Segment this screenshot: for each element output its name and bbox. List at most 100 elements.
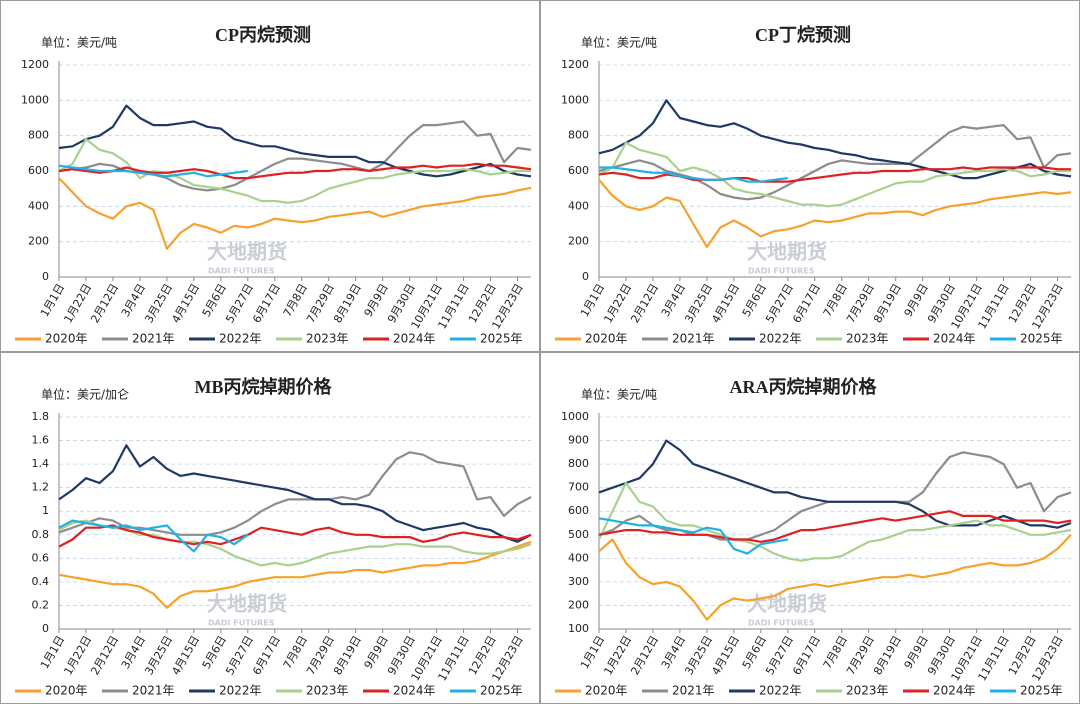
watermark-en: DADI FUTURES [208,619,275,628]
y-tick-label: 1000 [21,93,49,106]
x-tick-label: 7月8日 [821,634,850,672]
y-tick-label: 700 [568,481,589,494]
legend-label: 2023年 [846,684,889,698]
watermark: 大地期货 [207,240,287,264]
watermark: 大地期货 [747,240,827,264]
y-tick-label: 0.6 [32,551,50,564]
series-line [598,534,1072,621]
panel: 单位：美元/吨 CP丁烷预测 大地期货 DADI FUTURES 0 200 400 600 8… [540,0,1080,352]
legend-label: 2020年 [585,684,628,698]
chart-title: ARA丙烷掉期价格 [730,376,878,397]
y-tick-label: 1.4 [32,457,50,470]
x-tick-label: 9月9日 [902,282,931,320]
x-tick-label: 7月8日 [281,282,310,320]
legend-label: 2022年 [219,332,262,346]
watermark: 大地期货 [747,592,827,616]
x-tick-label: 5月6日 [200,634,229,672]
y-tick-label: 1.6 [32,434,50,447]
series-line [598,124,1072,201]
legend-label: 2023年 [846,332,889,346]
legend-label: 2025年 [480,684,523,698]
x-tick-label: 5月6日 [740,282,769,320]
y-tick-label: 500 [568,528,589,541]
legend-label: 2024年 [933,684,976,698]
legend-label: 2020年 [585,332,628,346]
series-line [58,519,249,553]
x-tick-label: 9月9日 [902,634,931,672]
y-tick-label: 1.2 [32,481,50,494]
y-tick-label: 100 [568,622,589,635]
y-tick-label: 1000 [561,93,589,106]
y-tick-label: 1200 [21,58,49,71]
series-line [598,99,1072,180]
series-line [58,138,531,204]
panel: 单位：美元/吨 CP丙烷预测 大地期货 DADI FUTURES 0 200 400 600 8… [0,0,540,352]
x-tick-label: 3月4日 [119,282,148,320]
panel: 单位：美元/吨 ARA丙烷掉期价格 大地期货 DADI FUTURES 100 200 30… [540,352,1080,704]
legend-label: 2023年 [306,684,349,698]
legend-label: 2021年 [132,332,175,346]
series-line [598,179,1072,249]
y-tick-label: 600 [568,504,589,517]
watermark-en: DADI FUTURES [208,267,275,276]
watermark: 大地期货 [207,592,287,616]
legend-label: 2024年 [393,684,436,698]
x-tick-label: 1月1日 [578,634,607,672]
x-tick-label: 3月4日 [119,634,148,672]
series-line [598,481,1072,562]
y-tick-label: 0.8 [32,528,50,541]
legend-label: 2020年 [45,332,88,346]
series-line [58,540,532,609]
y-tick-label: 800 [28,129,49,142]
x-tick-label: 5月6日 [740,634,769,672]
y-tick-label: 0 [582,270,589,283]
x-tick-label: 5月6日 [200,282,229,320]
series-line [598,510,1072,543]
y-tick-label: 300 [568,575,589,588]
series-line [58,451,532,536]
chart-title: CP丙烷预测 [215,24,311,45]
series-line [598,517,788,555]
y-tick-label: 400 [568,551,589,564]
series-line [598,439,1072,529]
y-tick-label: 1.8 [32,410,50,423]
series-line [598,141,1071,208]
chart-title: CP丁烷预测 [755,24,851,45]
watermark-en: DADI FUTURES [748,267,815,276]
legend-label: 2020年 [45,684,88,698]
y-tick-label: 600 [568,164,589,177]
legend-label: 2025年 [1020,332,1063,346]
series-line [58,104,532,178]
y-tick-label: 1 [42,504,49,517]
x-tick-label: 1月1日 [38,282,67,320]
x-tick-label: 3月4日 [659,282,688,320]
legend-label: 2022年 [219,684,262,698]
x-tick-label: 9月9日 [362,634,391,672]
y-tick-label: 200 [28,235,49,248]
legend-label: 2021年 [132,684,175,698]
y-tick-label: 0.2 [32,598,50,611]
x-tick-label: 9月9日 [362,282,391,320]
x-tick-label: 1月1日 [578,282,607,320]
y-tick-label: 800 [568,129,589,142]
legend-label: 2021年 [672,332,715,346]
legend-label: 2024年 [933,332,976,346]
y-tick-label: 0 [42,270,49,283]
x-tick-label: 7月8日 [821,282,850,320]
series-line [599,166,788,183]
series-line [58,524,532,548]
legend-label: 2023年 [306,332,349,346]
series-line [58,519,532,567]
y-tick-label: 0.4 [32,575,50,588]
chart-title: MB丙烷掉期价格 [195,376,333,397]
watermark-en: DADI FUTURES [748,619,815,628]
legend-label: 2022年 [759,332,802,346]
y-tick-label: 400 [28,199,49,212]
y-tick-label: 400 [568,199,589,212]
x-tick-label: 1月1日 [38,634,67,672]
y-tick-label: 900 [568,434,589,447]
legend-label: 2025年 [480,332,523,346]
